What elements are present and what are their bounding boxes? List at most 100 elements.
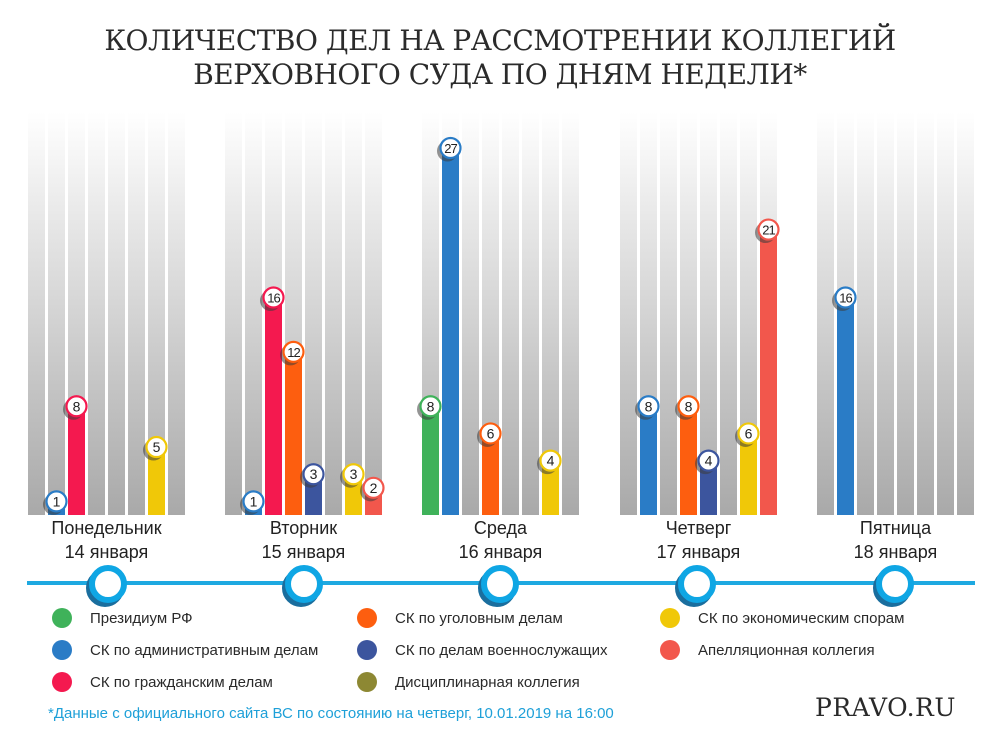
- x-tick-label: Понедельник 14 января: [7, 516, 207, 564]
- day-date: 16 января: [458, 542, 543, 562]
- background-column: [365, 112, 382, 515]
- value-badge: 8: [417, 395, 442, 420]
- legend-label: Дисциплинарная коллегия: [395, 673, 580, 691]
- badge-circle: [242, 490, 265, 513]
- bar: [148, 447, 165, 515]
- background-column: [225, 112, 242, 515]
- data-label: 2: [370, 480, 378, 496]
- legend-label: СК по гражданским делам: [90, 673, 273, 691]
- value-badge: 21: [755, 218, 780, 244]
- data-label: 16: [839, 291, 852, 306]
- background-column: [168, 112, 185, 515]
- value-badge: 8: [635, 395, 660, 420]
- background-column: [562, 112, 579, 515]
- badge-circle: [419, 395, 442, 418]
- badge-circle: [362, 476, 385, 499]
- legend-label: СК по делам военнослужащих: [395, 641, 608, 659]
- value-badge: 6: [477, 422, 502, 447]
- bar: [542, 460, 559, 515]
- background-column: [720, 112, 737, 515]
- badge-circle: [45, 490, 68, 513]
- value-badge: 3: [300, 463, 325, 488]
- data-label: 8: [427, 398, 435, 414]
- background-column: [108, 112, 125, 515]
- legend-item: СК по гражданским делам: [52, 672, 273, 692]
- value-badge: 3: [340, 463, 365, 488]
- background-column: [345, 112, 362, 515]
- badge-circle: [539, 449, 562, 472]
- day-date: 17 января: [656, 542, 741, 562]
- legend-label: СК по административным делам: [90, 641, 319, 659]
- timeline-node: [876, 565, 914, 603]
- background-column: [620, 112, 637, 515]
- day-name: Среда: [473, 518, 528, 538]
- badge-circle: [479, 422, 502, 445]
- bar: [285, 351, 302, 515]
- value-badge: 1: [240, 490, 265, 515]
- value-badge: 4: [537, 449, 562, 475]
- background-column: [740, 112, 757, 515]
- badge-circle: [737, 422, 760, 445]
- badge-circle: [302, 463, 325, 486]
- badge-circle: [677, 395, 700, 418]
- bar-chart: 8 1 1 27 8 16 8 16 12 6 8 3 4 5 3 4 6 2 21: [28, 112, 974, 516]
- background-column: [148, 112, 165, 515]
- day-name: Понедельник: [51, 518, 162, 538]
- legend-item: СК по уголовным делам: [357, 608, 563, 628]
- bar: [482, 433, 499, 515]
- legend-item: СК по экономическим спорам: [660, 608, 904, 628]
- day-name: Вторник: [269, 518, 338, 538]
- badge-circle: [637, 395, 660, 418]
- background-column: [897, 112, 914, 515]
- data-label: 4: [547, 453, 555, 469]
- background-column: [482, 112, 499, 515]
- background-column: [877, 112, 894, 515]
- value-badge: 6: [735, 422, 760, 447]
- legend-label: Апелляционная коллегия: [698, 641, 875, 659]
- day-name: Четверг: [665, 518, 732, 538]
- chart-title-line-1: КОЛИЧЕСТВО ДЕЛ НА РАССМОТРЕНИИ КОЛЛЕГИЙ: [104, 24, 896, 57]
- day-name: Пятница: [859, 518, 932, 538]
- background-column: [700, 112, 717, 515]
- timeline-node: [89, 565, 127, 603]
- value-badge: 16: [832, 286, 857, 312]
- background-column: [305, 112, 322, 515]
- background-column: [957, 112, 974, 515]
- legend-color-dot-icon: [660, 608, 680, 628]
- background-column: [937, 112, 954, 515]
- value-badge: 4: [695, 449, 720, 475]
- data-label: 3: [310, 466, 318, 482]
- data-label: 16: [267, 291, 280, 306]
- data-label: 3: [350, 466, 358, 482]
- legend-color-dot-icon: [357, 672, 377, 692]
- bar: [422, 406, 439, 515]
- legend-label: Президиум РФ: [90, 609, 193, 627]
- value-badge: 16: [260, 286, 285, 312]
- background-column: [660, 112, 677, 515]
- background-column: [462, 112, 479, 515]
- background-column: [28, 112, 45, 515]
- value-badge: 2: [360, 476, 385, 502]
- data-label: 12: [287, 345, 300, 360]
- value-badge: 5: [143, 435, 168, 461]
- value-badge: 27: [437, 136, 462, 162]
- brand-logo: PRAVO.RU: [815, 693, 956, 722]
- badge-circle: [262, 286, 285, 309]
- chart-title: КОЛИЧЕСТВО ДЕЛ НА РАССМОТРЕНИИ КОЛЛЕГИЙ …: [0, 24, 1000, 92]
- value-badge: 8: [675, 395, 700, 420]
- data-label: 5: [153, 439, 161, 455]
- data-label: 21: [762, 223, 775, 238]
- background-column: [325, 112, 342, 515]
- bar: [760, 229, 777, 516]
- data-label: 6: [487, 425, 495, 441]
- day-date: 18 января: [853, 542, 938, 562]
- legend-color-dot-icon: [52, 672, 72, 692]
- legend-item: СК по делам военнослужащих: [357, 640, 607, 660]
- bar: [680, 406, 697, 515]
- background-column: [542, 112, 559, 515]
- badge-circle: [834, 286, 857, 309]
- day-date: 14 января: [64, 542, 149, 562]
- data-label: 8: [73, 398, 81, 414]
- background-column: [917, 112, 934, 515]
- background-column: [857, 112, 874, 515]
